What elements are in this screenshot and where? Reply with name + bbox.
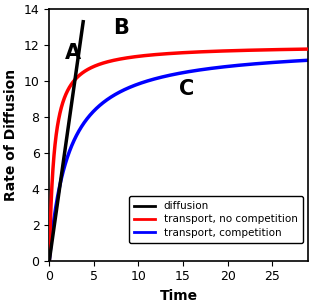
Legend: diffusion, transport, no competition, transport, competition: diffusion, transport, no competition, tr… <box>129 196 303 243</box>
Y-axis label: Rate of Diffusion: Rate of Diffusion <box>4 69 18 201</box>
X-axis label: Time: Time <box>159 289 197 303</box>
Text: A: A <box>66 44 81 64</box>
Text: C: C <box>178 79 194 99</box>
Text: B: B <box>114 18 129 38</box>
